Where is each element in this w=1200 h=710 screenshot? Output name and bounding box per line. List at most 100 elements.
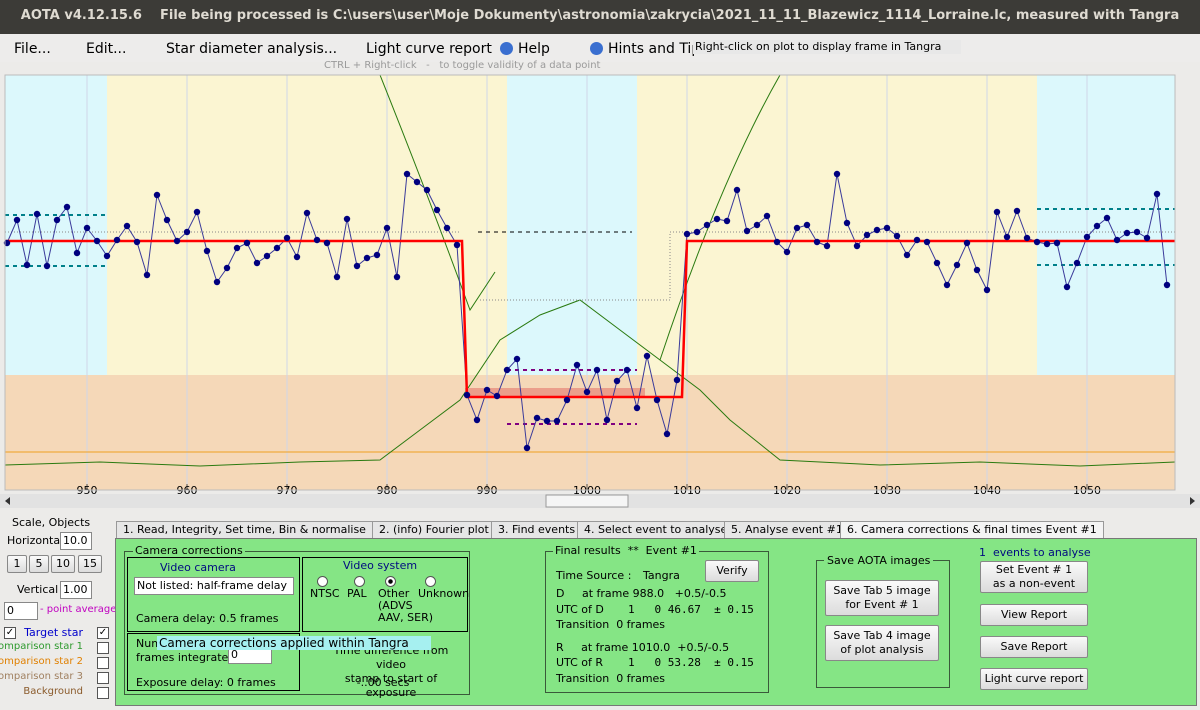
plot-border — [4, 74, 1176, 491]
menu-item[interactable]: File... — [14, 41, 51, 57]
label: UTC of R — [556, 656, 604, 669]
data-point — [593, 366, 601, 374]
data-point — [713, 215, 721, 223]
object-checkbox[interactable]: ✓ — [97, 627, 109, 639]
tab[interactable]: 1. Read, Integrity, Set time, Bin & norm… — [116, 521, 373, 539]
scrollbar-thumb[interactable] — [545, 494, 629, 508]
data-point — [1033, 238, 1041, 246]
data-point — [863, 231, 871, 239]
data-point — [973, 266, 981, 274]
save-tab5-button[interactable]: Save Tab 5 image for Event # 1 — [825, 580, 939, 616]
menu-item[interactable]: Edit... — [86, 41, 127, 57]
data-point — [363, 254, 371, 262]
data-point — [993, 208, 1001, 216]
tab[interactable]: 2. (info) Fourier plot — [372, 521, 496, 539]
data-point — [103, 252, 111, 260]
tab[interactable]: 5. Analyse event #1 — [724, 521, 850, 539]
data-point — [883, 224, 891, 232]
tab-active[interactable]: 6. Camera corrections & final times Even… — [840, 521, 1104, 539]
data-point — [983, 286, 991, 294]
save-tab4-button[interactable]: Save Tab 4 image of plot analysis — [825, 625, 939, 661]
data-point — [673, 376, 681, 384]
radio-button[interactable] — [354, 576, 365, 587]
data-point — [663, 430, 671, 438]
data-point — [533, 414, 541, 422]
data-point — [393, 273, 401, 281]
light-curve-report-button[interactable]: Light curve report — [980, 668, 1088, 690]
data-point — [53, 216, 61, 224]
label: Time difference from video stamp to star… — [333, 644, 449, 699]
data-point — [893, 232, 901, 240]
data-point — [803, 221, 811, 229]
object-checkbox[interactable]: ✓ — [4, 627, 16, 639]
menu-item[interactable]: Help — [518, 41, 550, 57]
object-checkbox[interactable] — [97, 687, 109, 699]
light-curve-plot[interactable]: 950 960 970 980 990 1000 1010 1020 1030 1040 1050 — [0, 0, 1200, 510]
group-title: Camera corrections — [133, 544, 245, 557]
data-point — [823, 242, 831, 250]
label: Horizontal — [7, 534, 64, 547]
events-count: 1 events to analyse — [979, 546, 1091, 559]
object-label: Comparison star 2 — [0, 656, 83, 667]
window-title: AOTA v4.12.15.6 File being processed is … — [20, 8, 1180, 23]
data-point — [1063, 283, 1071, 291]
data-point — [813, 238, 821, 246]
label: Transition 0 frames — [556, 618, 666, 631]
scale-button[interactable]: 15 — [78, 555, 102, 573]
data-point — [233, 244, 241, 252]
data-point — [313, 236, 321, 244]
horizontal-scale-input[interactable]: 10.0 — [60, 532, 92, 550]
tooltip: Right-click on plot to display frame in … — [693, 40, 961, 54]
group-box — [302, 557, 468, 632]
data-point — [733, 186, 741, 194]
radio-button[interactable] — [317, 576, 328, 587]
object-checkbox[interactable] — [97, 672, 109, 684]
average-select[interactable]: 0 — [4, 602, 38, 620]
scale-button[interactable]: 1 — [7, 555, 27, 573]
data-point — [773, 238, 781, 246]
menu-item[interactable]: Light curve report — [366, 41, 492, 57]
vertical-scale-input[interactable]: 1.00 — [60, 581, 92, 599]
data-point — [853, 242, 861, 250]
group-title: Video system — [343, 559, 418, 572]
view-report-button[interactable]: View Report — [980, 604, 1088, 626]
data-point — [123, 222, 131, 230]
tab[interactable]: 3. Find events — [491, 521, 583, 539]
data-point — [1073, 259, 1081, 267]
data-point — [1133, 228, 1141, 236]
data-point — [1043, 240, 1051, 248]
radio-button[interactable] — [425, 576, 436, 587]
verify-button[interactable]: Verify — [705, 560, 759, 582]
menu-item[interactable]: Star diameter analysis... — [166, 41, 338, 57]
label: Camera delay: 0.5 frames — [136, 612, 279, 625]
object-label: Background — [23, 686, 83, 697]
data-point — [1013, 207, 1021, 215]
utc-r: 1 0 53.28 ± 0.15 — [628, 656, 754, 669]
data-point — [383, 224, 391, 232]
utc-d: 1 0 46.67 ± 0.15 — [628, 603, 754, 616]
data-point — [1083, 233, 1091, 241]
data-point — [1053, 239, 1061, 247]
object-label: Target star — [24, 626, 83, 639]
data-point — [373, 251, 381, 259]
non-event-button[interactable]: Set Event # 1 as a non-event — [980, 561, 1088, 593]
radio-label: NTSC — [310, 587, 340, 600]
value: Tangra — [643, 569, 680, 582]
data-point — [563, 396, 571, 404]
data-point — [43, 262, 51, 270]
scale-button[interactable]: 10 — [51, 555, 75, 573]
object-label: Comparison star 3 — [0, 671, 83, 682]
data-point — [63, 203, 71, 211]
data-point — [1103, 214, 1111, 222]
tab[interactable]: 4. Select event to analyse — [577, 521, 735, 539]
data-point — [613, 377, 621, 385]
scale-button[interactable]: 5 — [29, 555, 49, 573]
object-checkbox[interactable] — [97, 642, 109, 654]
radio-button[interactable] — [385, 576, 396, 587]
save-report-button[interactable]: Save Report — [980, 636, 1088, 658]
comparison-curve — [659, 74, 781, 361]
object-checkbox[interactable] — [97, 657, 109, 669]
data-point — [173, 237, 181, 245]
camera-select[interactable]: Not listed: half-frame delay — [134, 577, 294, 595]
group-title: Save AOTA images — [824, 554, 934, 567]
